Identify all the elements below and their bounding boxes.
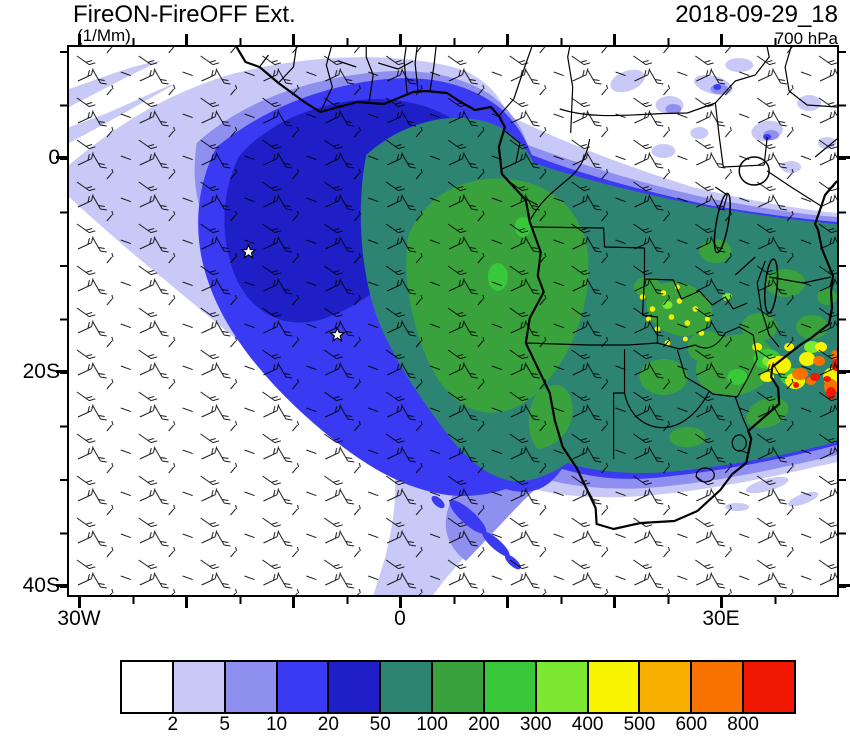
colorbar-cell [171,662,224,712]
colorbar-labels: 2 5 10 20 50 100 200 300 400 500 600 800 [121,714,795,738]
colorbar-cell [379,662,432,712]
island-marker-star-sthelena [329,326,346,343]
colorbar-label: 800 [727,714,759,735]
x-tick-label-30e: 30E [702,607,740,630]
axis-ticks-top-major [78,34,827,45]
wind-barbs-overlay [69,47,837,595]
map-frame [67,45,839,597]
colorbar-label: 50 [369,714,391,735]
colorbar-label: 5 [219,714,230,735]
colorbar-cell [275,662,328,712]
colorbar-cell [690,662,743,712]
x-tick-label-30w: 30W [57,607,101,630]
colorbar-cell [586,662,639,712]
colorbar-cell [742,662,794,712]
colorbar-label: 200 [468,714,500,735]
axis-ticks-right-major [839,156,850,590]
colorbar-cell [327,662,380,712]
colorbar-cells [120,660,796,714]
map-canvas [69,47,837,595]
colorbar-cell [431,662,483,712]
colorbar-cell [223,662,276,712]
valid-time-label: 2018-09-29_18 [675,1,838,28]
colorbar-cell [122,662,172,712]
colorbar-label: 10 [265,714,288,735]
colorbar-label: 400 [571,714,604,735]
colorbar-label: 600 [675,714,708,735]
colorbar-cell [534,662,587,712]
y-tick-label-0: 0 [48,146,60,169]
y-tick-label-20s: 20S [22,360,60,383]
colorbar-label: 100 [416,714,448,735]
colorbar-label: 2 [167,714,179,735]
colorbar-label: 500 [623,714,656,735]
axis-ticks-bottom-major [78,597,827,608]
y-tick-label-40s: 40S [22,574,60,597]
axis-ticks-left-major [56,156,67,590]
island-marker-star-ascension [240,243,257,260]
colorbar-cell [638,662,691,712]
colorbar-label: 20 [317,714,339,735]
colorbar-label: 300 [519,714,552,735]
page-title: FireON-FireOFF Ext. [73,1,296,28]
colorbar-cell [482,662,535,712]
x-tick-label-0: 0 [394,607,406,630]
